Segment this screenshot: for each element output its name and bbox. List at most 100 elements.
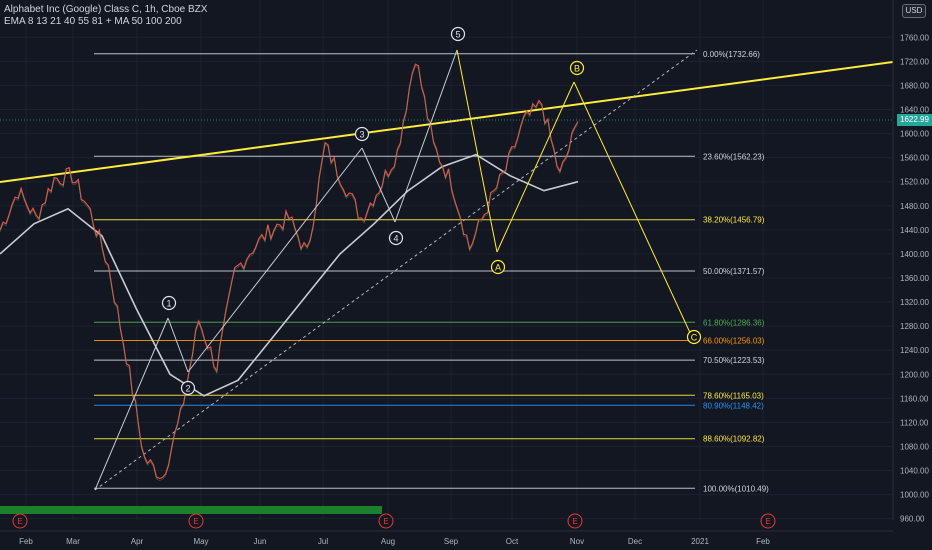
wave-text: 2 [185,384,190,394]
earnings-event-marker[interactable]: E [760,513,776,529]
time-tick-label: Feb [756,537,770,546]
price-tick-label: 1160.00 [900,394,929,403]
time-tick-label: Dec [628,537,642,546]
fib-level-label: 0.00%(1732.66) [703,50,760,59]
price-tick-label: 1440.00 [900,226,929,235]
wave-label-a[interactable]: A [490,259,506,275]
price-tick-label: 1560.00 [900,154,929,163]
wave-labels[interactable]: 1 2 3 4 5 A B C [161,26,702,396]
event-circle [12,513,28,529]
fib-level-label: 78.60%(1165.03) [703,391,764,400]
wave-text: B [574,64,580,74]
price-tick-label: 1600.00 [900,130,929,139]
price-axis[interactable]: 1760.00 1720.00 1680.00 1640.00 1600.00 1560.… [892,0,929,524]
wave-label-1[interactable]: 1 [161,295,177,311]
wave-text: 3 [359,130,364,140]
price-tick-label: 1040.00 [900,467,929,476]
wave-label-c[interactable]: C [686,329,702,345]
wave-label-5[interactable]: 5 [450,26,466,42]
time-tick-label: 2021 [691,537,709,546]
price-tick-label: 1200.00 [900,370,929,379]
price-tick-label: 1080.00 [900,442,929,451]
wave-connector [94,317,169,491]
time-tick-label: Mar [66,537,80,546]
wave-circle [161,295,177,311]
fib-level-label: 100.00%(1010.49) [703,484,769,493]
wave-circle [180,380,196,396]
wave-connector [187,147,363,373]
wave-text: C [691,333,698,343]
time-axis[interactable]: Feb Mar Apr May Jun Jul Aug Sep Oct Nov Dec 2021 Feb [0,530,893,546]
price-tick-label: 1640.00 [900,106,929,115]
price-line [0,63,579,480]
wave-text: 1 [166,299,171,309]
price-tick-label: 1360.00 [900,274,929,283]
indicators-legend[interactable]: EMA 8 13 21 40 55 81 + MA 50 100 200 [4,16,182,27]
support-trendline[interactable] [94,49,698,491]
price-tick-label: 1400.00 [900,250,929,259]
event-letter: E [383,517,388,526]
price-tick-label: 1720.00 [900,57,929,66]
time-tick-label: Nov [570,537,584,546]
event-letter: E [17,517,22,526]
fib-level-label: 70.50%(1223.53) [703,356,765,365]
wave-circle [354,126,370,142]
wave-circle [569,60,585,76]
wave-text: 5 [455,30,460,40]
earnings-event-marker[interactable]: E [12,513,28,529]
wave-circle [686,329,702,345]
wave-connector [496,81,575,253]
wave-text: A [495,263,501,273]
earnings-event-marker[interactable]: E [188,513,204,529]
projection-line-bc[interactable] [573,81,693,338]
price-tick-label: 1320.00 [900,298,929,307]
fib-level-label: 80.90%(1148.42) [703,401,764,410]
wave-label-2[interactable]: 2 [180,380,196,396]
grid [0,0,893,520]
last-price-label: 1622.99 [897,114,932,126]
wave-circle [490,259,506,275]
wave-connector [394,49,458,223]
time-tick-label: Oct [506,537,519,546]
earnings-event-marker[interactable]: E [567,513,583,529]
time-tick-label: Sep [444,537,459,546]
time-tick-label: Jul [318,537,328,546]
price-tick-label: 1480.00 [900,202,929,211]
price-tick-label: 1240.00 [900,346,929,355]
event-circle [760,513,776,529]
resistance-trendline[interactable] [0,61,894,183]
ema-line [0,65,579,481]
price-tick-label: 1760.00 [900,33,929,42]
event-letter: E [193,517,198,526]
trendlines[interactable] [0,49,894,491]
time-tick-label: Feb [19,537,33,546]
fib-level-label: 66.00%(1256.03) [703,337,765,346]
symbol-title: Alphabet Inc (Google) Class C, 1h, Cboe … [4,4,208,15]
event-letter: E [572,517,577,526]
event-circle [567,513,583,529]
price-series [0,49,893,491]
price-tick-label: 1280.00 [900,322,929,331]
session-bar [0,506,382,514]
price-tick-label: 1120.00 [900,418,929,427]
wave-connector [456,49,498,253]
wave-label-b[interactable]: B [569,60,585,76]
price-tick-label: 1680.00 [900,81,929,90]
price-tick-label: 1520.00 [900,178,929,187]
time-tick-label: Aug [381,537,395,546]
fib-level-label: 50.00%(1371.57) [703,267,765,276]
wave-circle [388,230,404,246]
wave-connector [361,147,396,223]
event-circle [188,513,204,529]
price-tick-label: 960.00 [900,515,925,524]
currency-button[interactable]: USD [902,4,926,18]
wave-circle [450,26,466,42]
fib-level-label: 38.20%(1456.79) [703,216,765,225]
wave-label-3[interactable]: 3 [354,126,370,142]
wave-label-4[interactable]: 4 [388,230,404,246]
earnings-event-marker[interactable]: E [378,513,394,529]
price-tick-label: 1000.00 [900,491,929,500]
